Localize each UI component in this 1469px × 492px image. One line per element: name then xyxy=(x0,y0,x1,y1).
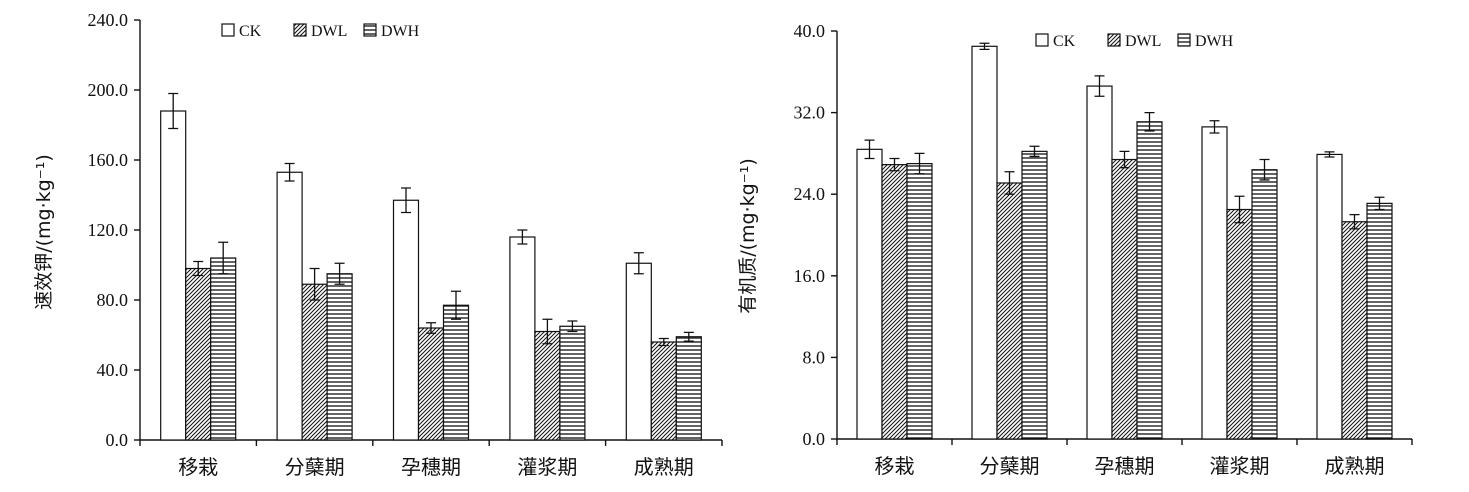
error-bar-ck xyxy=(401,187,411,214)
bar-dwh xyxy=(1251,169,1278,440)
legend-swatch-ck xyxy=(1035,33,1049,47)
x-category-label: 孕穗期 xyxy=(1095,454,1155,478)
bar-dwl xyxy=(650,341,677,441)
y-tick-label: 32.0 xyxy=(794,103,826,123)
error-bar-dwl xyxy=(658,337,669,347)
error-bar-dwl xyxy=(309,267,320,301)
error-bar-dwh xyxy=(1259,158,1270,181)
error-bar-dwl xyxy=(1234,195,1245,224)
legend-label-ck: CK xyxy=(1053,33,1076,50)
bar-dwh xyxy=(1021,150,1048,440)
error-bar-dwh xyxy=(683,331,694,342)
legend-swatch-ck xyxy=(221,23,235,37)
y-tick-label: 16.0 xyxy=(794,266,826,286)
x-category-label: 成熟期 xyxy=(634,455,694,479)
x-category-label: 灌浆期 xyxy=(517,455,577,479)
error-bar-dwh xyxy=(334,262,345,285)
y-tick-label: 200.0 xyxy=(88,80,129,100)
bar-dwh xyxy=(442,304,470,441)
bar-dwl xyxy=(1341,221,1368,440)
bar-ck xyxy=(392,199,420,441)
y-tick-label: 240.0 xyxy=(88,10,129,30)
bar-ck xyxy=(160,110,187,441)
legend-swatch-dwl xyxy=(293,23,307,37)
error-bar-ck xyxy=(633,252,644,275)
legend-swatch-dwh xyxy=(1177,33,1191,47)
bar-ck xyxy=(971,45,998,440)
legend-label-dwh: DWH xyxy=(381,23,420,40)
legend-swatch-dwh xyxy=(363,23,377,37)
bar-ck xyxy=(856,148,883,440)
bar-ck xyxy=(1201,126,1228,440)
error-bar-dwh xyxy=(218,241,229,275)
bar-dwl xyxy=(185,267,212,441)
error-bar-dwl xyxy=(889,157,900,172)
bar-dwh xyxy=(559,325,586,441)
y-axis-label: 速效钾/(mg·kg⁻¹) xyxy=(33,154,55,310)
bar-dwh xyxy=(210,257,237,441)
bar-dwl xyxy=(301,283,328,441)
error-bar-dwh xyxy=(567,320,578,333)
error-bar-dwl xyxy=(542,318,553,345)
bar-dwl xyxy=(417,327,445,441)
bar-dwl xyxy=(996,182,1023,440)
legend-swatch-dwl xyxy=(1107,33,1121,47)
x-category-label: 分蘖期 xyxy=(285,455,345,479)
y-tick-label: 0.0 xyxy=(803,429,826,449)
error-bar-ck xyxy=(284,162,295,182)
bar-dwh xyxy=(326,273,353,441)
bar-dwh xyxy=(675,336,702,441)
y-tick-label: 40.0 xyxy=(794,21,826,41)
y-tick-label: 8.0 xyxy=(803,347,826,367)
error-bar-dwl xyxy=(1004,171,1015,195)
error-bar-ck xyxy=(168,92,179,130)
error-bar-dwl xyxy=(426,322,436,334)
y-tick-label: 80.0 xyxy=(97,290,129,310)
y-tick-label: 40.0 xyxy=(97,360,129,380)
bar-dwl xyxy=(534,330,561,441)
error-bar-ck xyxy=(517,229,528,245)
bar-dwh xyxy=(1366,202,1393,440)
x-category-label: 孕穗期 xyxy=(401,455,461,479)
bar-dwl xyxy=(881,164,908,440)
bar-dwl xyxy=(1226,208,1253,440)
bar-dwh xyxy=(1136,121,1163,440)
y-tick-label: 160.0 xyxy=(88,150,129,170)
error-bar-dwh xyxy=(1144,111,1155,132)
x-category-label: 移栽 xyxy=(178,455,218,479)
error-bar-dwl xyxy=(1119,150,1130,169)
bar-ck xyxy=(1086,85,1113,440)
error-bar-ck xyxy=(864,139,875,160)
error-bar-dwl xyxy=(1349,213,1360,230)
y-tick-label: 0.0 xyxy=(106,430,129,450)
bar-ck xyxy=(625,262,652,441)
error-bar-dwl xyxy=(193,260,204,277)
error-bar-ck xyxy=(1209,120,1220,134)
bar-dwl xyxy=(1111,158,1138,440)
x-category-label: 灌浆期 xyxy=(1210,454,1270,478)
legend-label-dwh: DWH xyxy=(1195,33,1234,50)
x-category-label: 成熟期 xyxy=(1325,454,1385,478)
error-bar-dwh xyxy=(451,290,461,320)
error-bar-ck xyxy=(1324,151,1335,158)
error-bar-dwh xyxy=(914,152,925,175)
y-axis-label: 有机质/(mg·kg⁻¹) xyxy=(737,158,759,314)
error-bar-ck xyxy=(979,42,990,51)
bar-ck xyxy=(1316,153,1343,440)
x-category-label: 移栽 xyxy=(875,454,915,478)
bar-dwh xyxy=(906,163,933,440)
bar-ck xyxy=(509,236,536,441)
x-category-label: 分蘖期 xyxy=(980,454,1040,478)
bar-ck xyxy=(276,171,303,441)
error-bar-dwh xyxy=(1029,145,1040,158)
legend-label-dwl: DWL xyxy=(1125,33,1161,50)
legend-label-dwl: DWL xyxy=(311,23,347,40)
error-bar-dwh xyxy=(1374,196,1385,211)
legend-label-ck: CK xyxy=(239,23,262,40)
error-bar-ck xyxy=(1094,75,1105,97)
y-tick-label: 120.0 xyxy=(88,220,129,240)
y-tick-label: 24.0 xyxy=(794,184,826,204)
